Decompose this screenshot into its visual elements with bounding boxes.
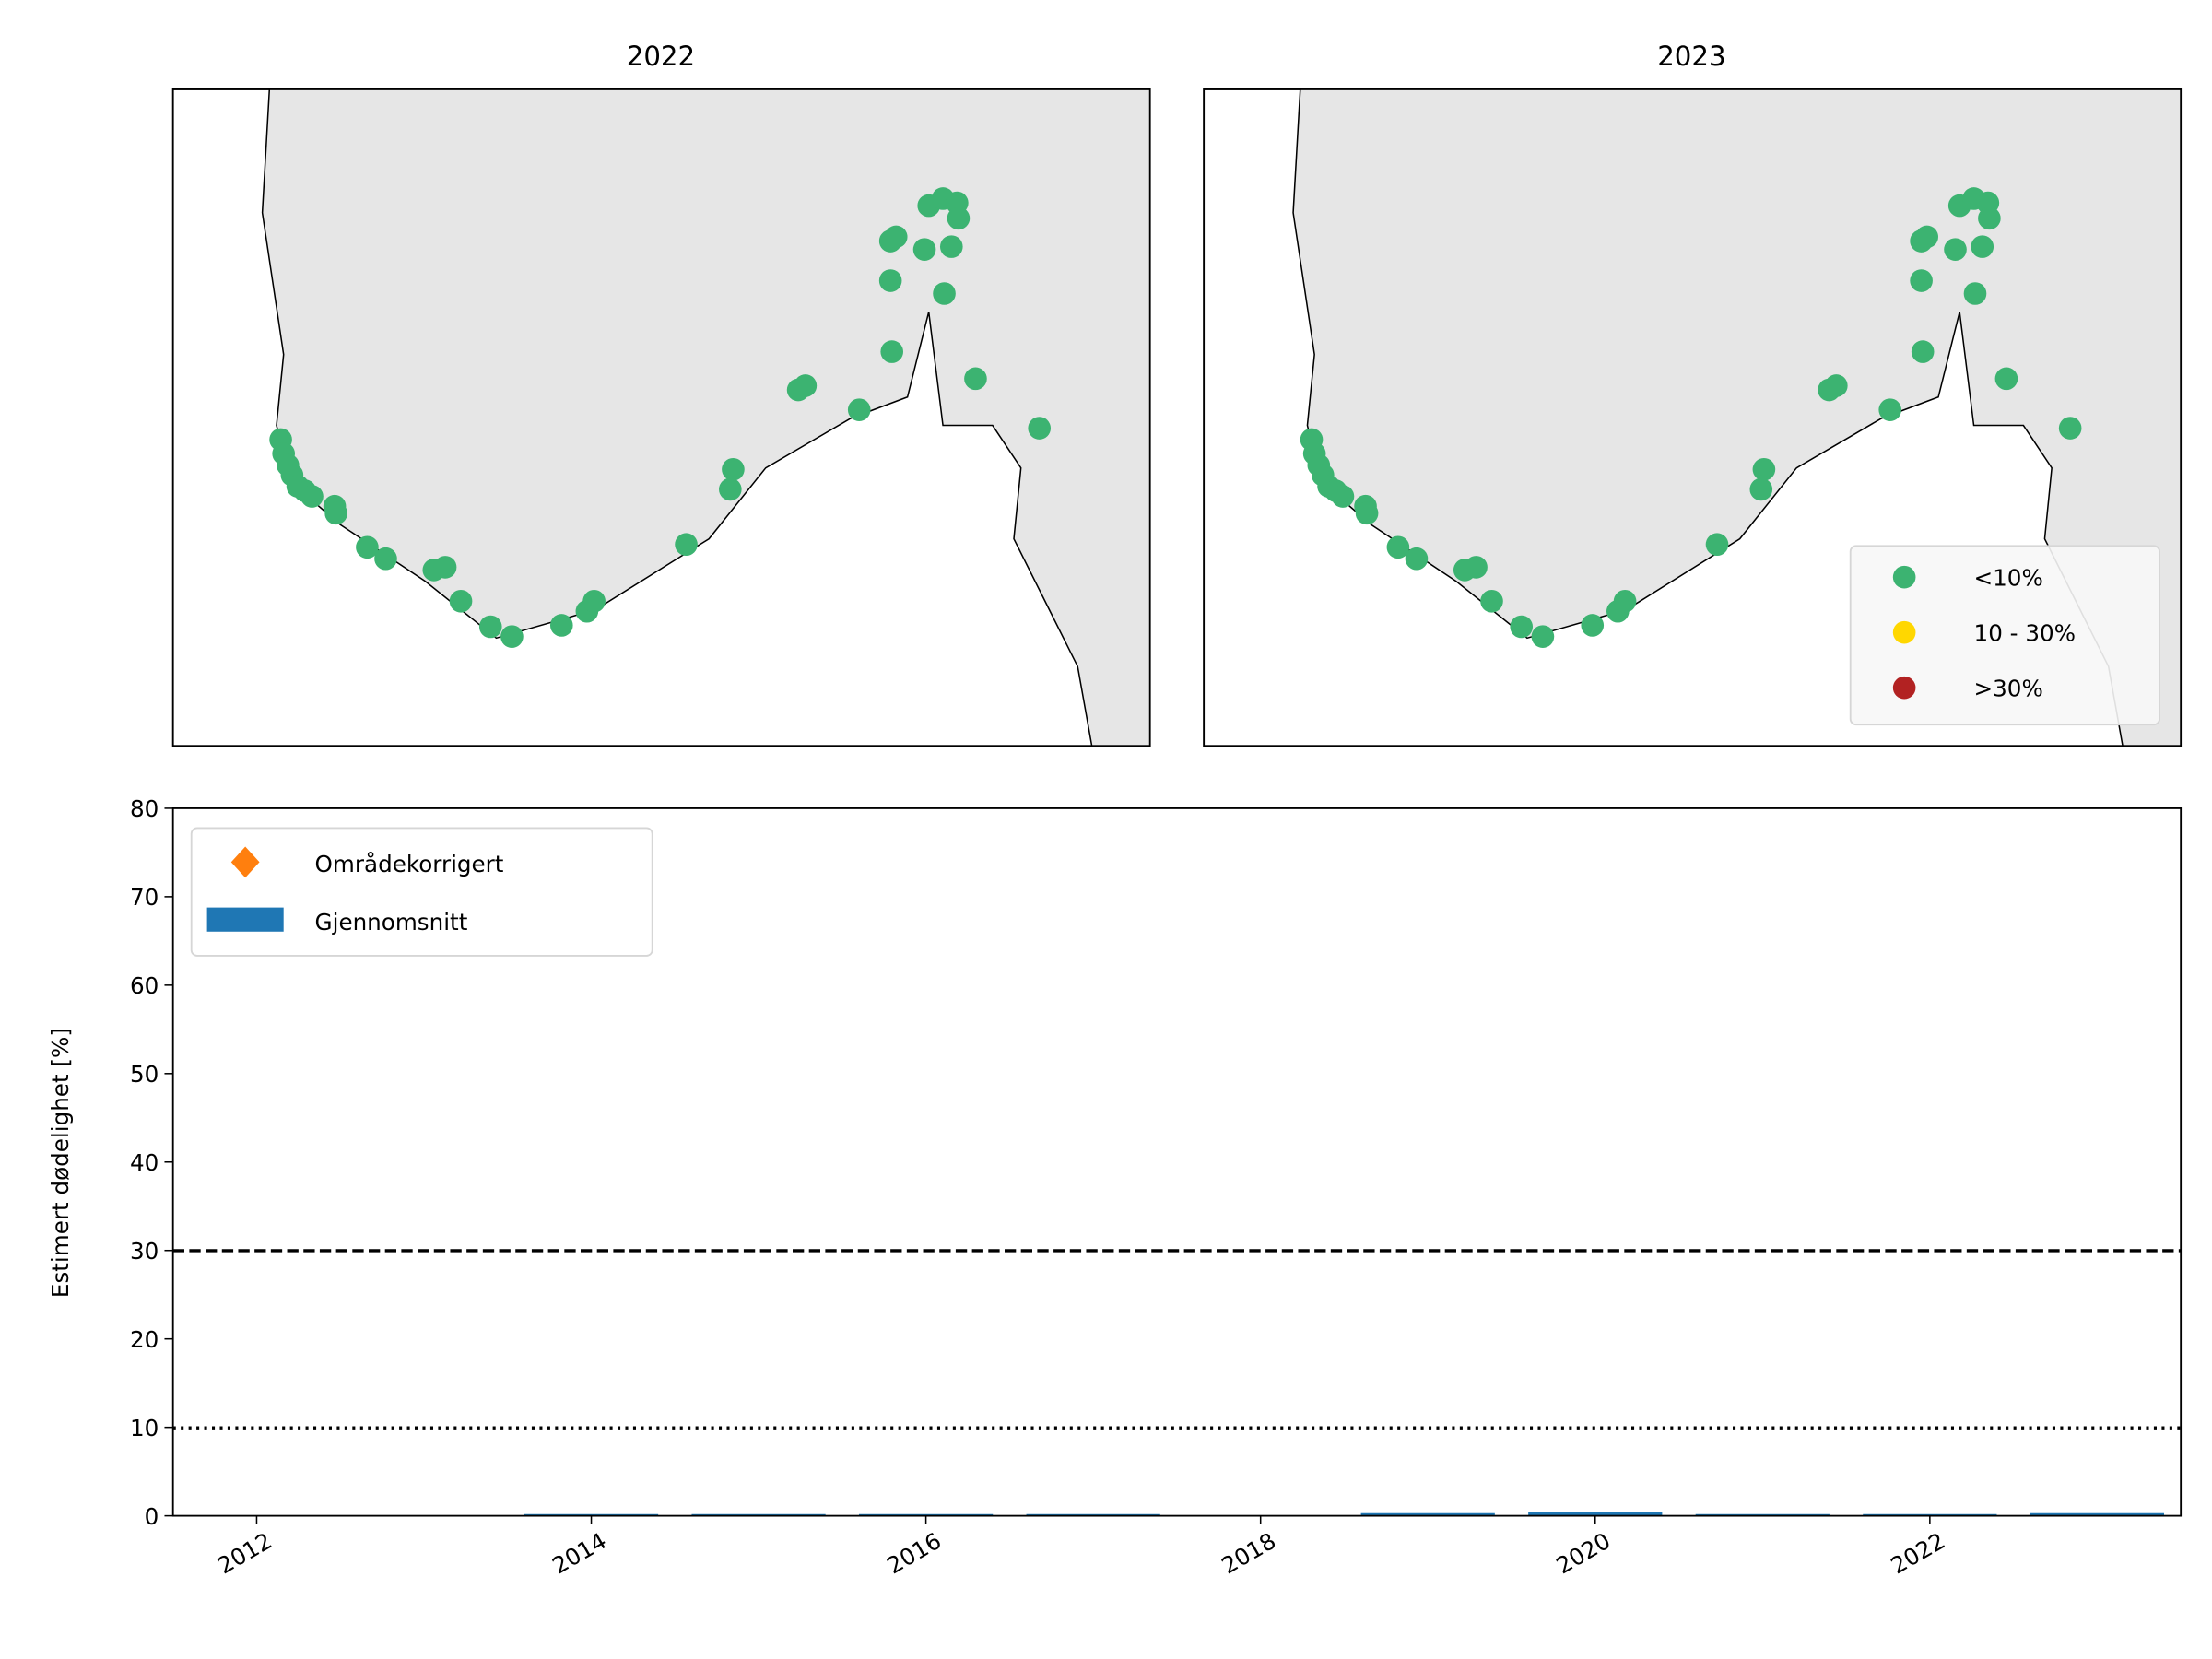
legend-marker <box>1892 620 1916 644</box>
bar-2020 <box>1528 1512 1663 1516</box>
site-point <box>300 485 324 508</box>
site-point <box>1752 457 1776 481</box>
bar-2023 <box>2030 1512 2164 1516</box>
legend-marker <box>1892 565 1916 589</box>
site-point <box>675 533 698 557</box>
map-2023: 2023 <10% 10 - 30% >30% <box>1203 41 2183 747</box>
legend-label: <10% <box>1974 564 2043 591</box>
site-point <box>1705 533 1729 557</box>
site-point <box>549 614 573 637</box>
site-point <box>1963 282 1987 305</box>
legend-diamond-marker <box>230 846 260 878</box>
site-point <box>1915 225 1939 249</box>
legend-bar-marker <box>206 907 284 932</box>
x-tick-label: 2016 <box>882 1527 946 1579</box>
site-point <box>1480 589 1503 613</box>
site-point <box>449 589 473 613</box>
x-tick-label: 2020 <box>1551 1527 1615 1579</box>
site-point <box>324 501 347 525</box>
site-point <box>719 477 742 501</box>
site-point <box>1386 535 1410 559</box>
mortality-bar-chart: 0 10 20 30 40 50 60 70 80 2012 2014 2016 2018 2020 20… <box>47 795 2183 1579</box>
y-tick-label: 80 <box>130 795 159 822</box>
site-point <box>1531 625 1555 648</box>
site-point <box>356 535 379 559</box>
site-point <box>1465 556 1488 579</box>
site-point <box>794 374 818 397</box>
y-tick-label: 10 <box>130 1415 159 1441</box>
legend-label: >30% <box>1974 675 2043 701</box>
site-point <box>1510 615 1534 639</box>
site-point <box>1971 235 1994 258</box>
site-point <box>1994 367 2018 391</box>
site-point <box>1910 269 1933 292</box>
map-frame <box>171 88 1151 747</box>
legend-label: Gjennomsnitt <box>315 909 468 935</box>
x-tick-label: 2018 <box>1217 1527 1280 1579</box>
y-tick-label: 50 <box>130 1061 159 1088</box>
legend-label: Områdekorrigert <box>315 851 504 877</box>
site-point <box>933 282 956 305</box>
y-tick-label: 70 <box>130 884 159 911</box>
site-point <box>582 589 606 613</box>
site-point <box>847 398 871 421</box>
map-title: 2023 <box>1657 41 1725 72</box>
site-point <box>1355 501 1379 525</box>
site-point <box>1825 374 1848 397</box>
bar-legend: Områdekorrigert Gjennomsnitt <box>190 827 653 957</box>
map-frame <box>1203 88 2183 747</box>
plot-frame <box>171 807 2183 1517</box>
bar-2019 <box>1360 1512 1495 1516</box>
site-point <box>722 457 745 481</box>
site-point <box>1749 477 1773 501</box>
site-point <box>1878 398 1902 421</box>
site-point <box>964 367 987 391</box>
site-point <box>1911 340 1935 363</box>
site-point <box>374 547 397 571</box>
y-tick-label: 40 <box>130 1149 159 1176</box>
site-point <box>2058 417 2082 440</box>
site-point <box>500 625 524 648</box>
y-tick-label: 0 <box>145 1503 159 1530</box>
site-point <box>478 615 502 639</box>
site-point <box>939 235 963 258</box>
site-point <box>878 269 902 292</box>
site-point <box>1581 614 1605 637</box>
map-2022: 2022 <box>171 41 1151 747</box>
x-tick-label: 2012 <box>213 1527 276 1579</box>
map-legend: <10% 10 - 30% >30% <box>1849 545 2161 726</box>
x-tick-label: 2022 <box>1887 1527 1950 1579</box>
site-point <box>1405 547 1429 571</box>
y-tick-label: 20 <box>130 1326 159 1353</box>
site-point <box>912 238 936 261</box>
x-tick-label: 2014 <box>547 1527 611 1579</box>
legend-label: 10 - 30% <box>1974 619 2077 646</box>
site-point <box>1944 238 1967 261</box>
y-tick-label: 60 <box>130 972 159 999</box>
y-axis-label: Estimert dødelighet [%] <box>47 1028 74 1298</box>
legend-marker <box>1892 676 1916 700</box>
site-point <box>947 206 971 230</box>
site-point <box>1028 417 1052 440</box>
map-title: 2022 <box>627 41 695 72</box>
site-point <box>1331 485 1355 508</box>
site-point <box>880 340 904 363</box>
site-point <box>1978 206 2001 230</box>
sea-area <box>171 88 1093 747</box>
site-point <box>884 225 908 249</box>
site-point <box>433 556 457 579</box>
y-tick-label: 30 <box>130 1238 159 1265</box>
site-point <box>1613 589 1637 613</box>
